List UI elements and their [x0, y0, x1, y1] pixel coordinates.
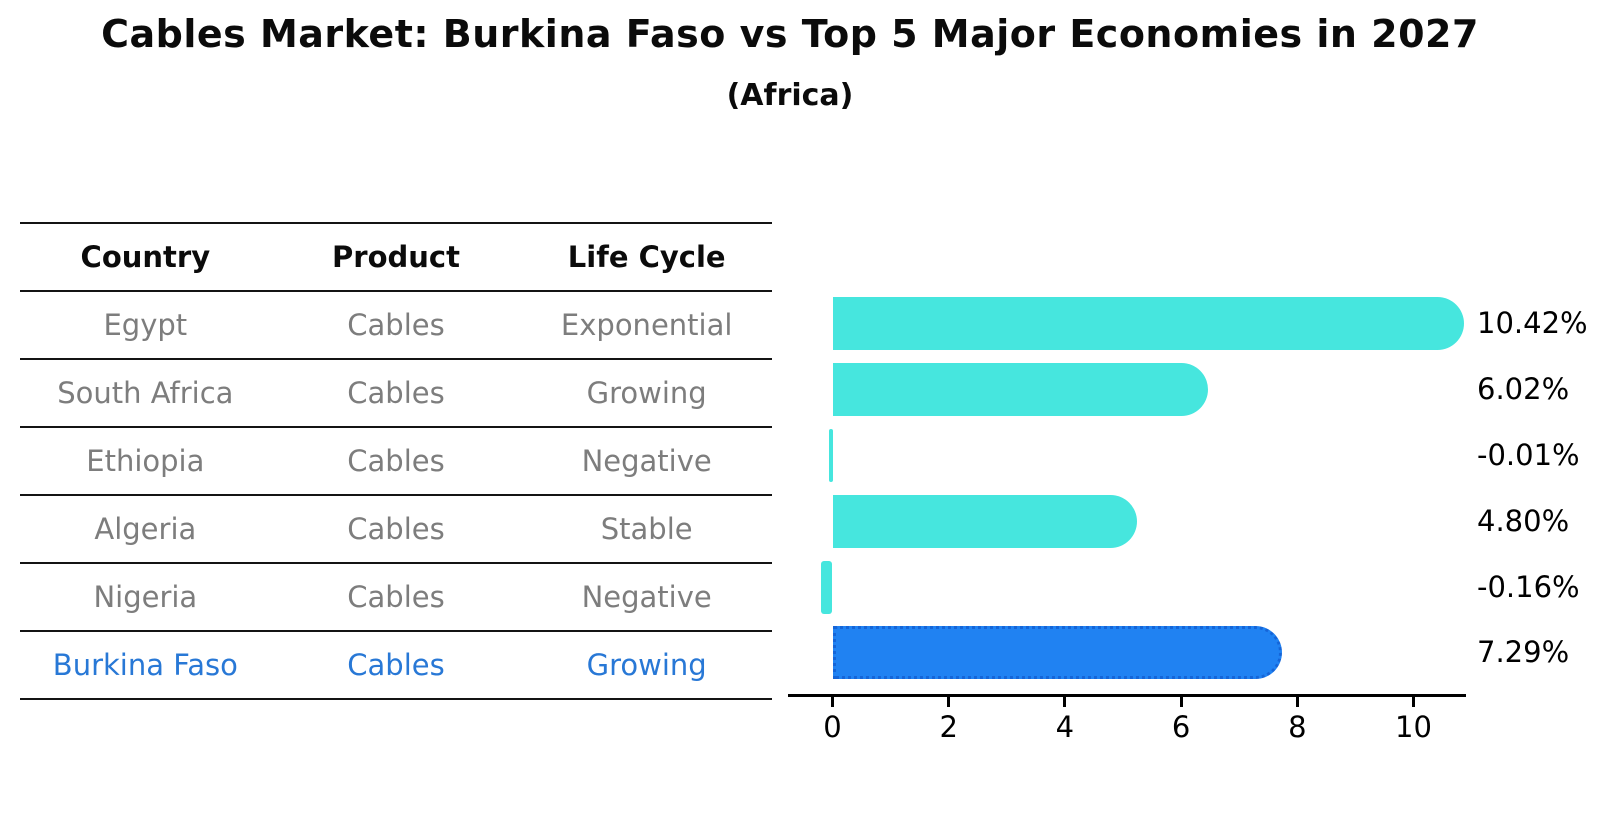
- chart-subtitle: (Africa): [726, 78, 854, 113]
- cell-country: Ethiopia: [86, 444, 205, 478]
- cell-country: Burkina Faso: [52, 648, 238, 682]
- cell-product: Cables: [347, 444, 445, 478]
- table-row-nigeria: Nigeria Cables Negative: [20, 562, 772, 630]
- table-row-algeria: Algeria Cables Stable: [20, 494, 772, 562]
- header-life-cycle: Life Cycle: [567, 240, 726, 274]
- bar-ethiopia: [828, 428, 833, 482]
- value-label-egypt: 10.42%: [1477, 306, 1588, 340]
- header-product: Product: [332, 240, 460, 274]
- cell-life-cycle: Exponential: [560, 308, 733, 342]
- comparison-table: Country Product Life Cycle Egypt Cables Expon…: [20, 222, 772, 700]
- bar-egypt: [832, 296, 1464, 350]
- table-row-burkina-faso: Burkina Faso Cables Growing: [20, 630, 772, 700]
- cell-life-cycle: Growing: [586, 648, 707, 682]
- value-label-nigeria: -0.16%: [1477, 570, 1580, 604]
- x-tick-mark-8: [1295, 694, 1299, 707]
- x-tick-mark-10: [1412, 694, 1415, 707]
- cell-life-cycle: Negative: [581, 444, 712, 478]
- x-tick-label-0: 0: [823, 710, 842, 744]
- x-tick-mark-6: [1179, 694, 1183, 707]
- value-label-burkina-faso: 7.29%: [1477, 635, 1570, 669]
- x-axis-line: [788, 694, 1466, 697]
- cell-product: Cables: [347, 376, 445, 410]
- bar-algeria: [832, 494, 1138, 548]
- x-tick-mark-4: [1063, 694, 1067, 707]
- x-tick-label-10: 10: [1395, 710, 1432, 744]
- table-row-egypt: Egypt Cables Exponential: [20, 290, 772, 358]
- cell-country: Nigeria: [93, 580, 198, 614]
- cell-country: South Africa: [57, 376, 234, 410]
- table-row-south-africa: South Africa Cables Growing: [20, 358, 772, 426]
- table-row-ethiopia: Ethiopia Cables Negative: [20, 426, 772, 494]
- cell-country: Egypt: [103, 308, 188, 342]
- cell-life-cycle: Stable: [600, 512, 693, 546]
- x-tick-label-8: 8: [1288, 710, 1307, 744]
- table-header-row: Country Product Life Cycle: [20, 222, 772, 290]
- bar-south-africa: [832, 362, 1209, 416]
- bar-nigeria: [821, 560, 833, 614]
- value-label-south-africa: 6.02%: [1477, 372, 1570, 406]
- cell-product: Cables: [347, 580, 445, 614]
- cell-country: Algeria: [94, 512, 197, 546]
- header-country: Country: [80, 240, 211, 274]
- chart-title: Cables Market: Burkina Faso vs Top 5 Maj…: [101, 12, 1479, 56]
- x-tick-label-4: 4: [1055, 710, 1075, 744]
- value-label-ethiopia: -0.01%: [1477, 438, 1580, 472]
- cell-product: Cables: [347, 308, 445, 342]
- cell-product: Cables: [347, 512, 445, 546]
- value-label-algeria: 4.80%: [1477, 504, 1570, 538]
- x-tick-mark-2: [947, 694, 951, 707]
- x-tick-mark-0: [831, 694, 834, 707]
- x-tick-label-6: 6: [1171, 710, 1191, 744]
- x-tick-label-2: 2: [939, 710, 958, 744]
- cell-product: Cables: [347, 648, 445, 682]
- bar-burkina-faso: [832, 625, 1283, 679]
- cell-life-cycle: Negative: [581, 580, 712, 614]
- cell-life-cycle: Growing: [586, 376, 707, 410]
